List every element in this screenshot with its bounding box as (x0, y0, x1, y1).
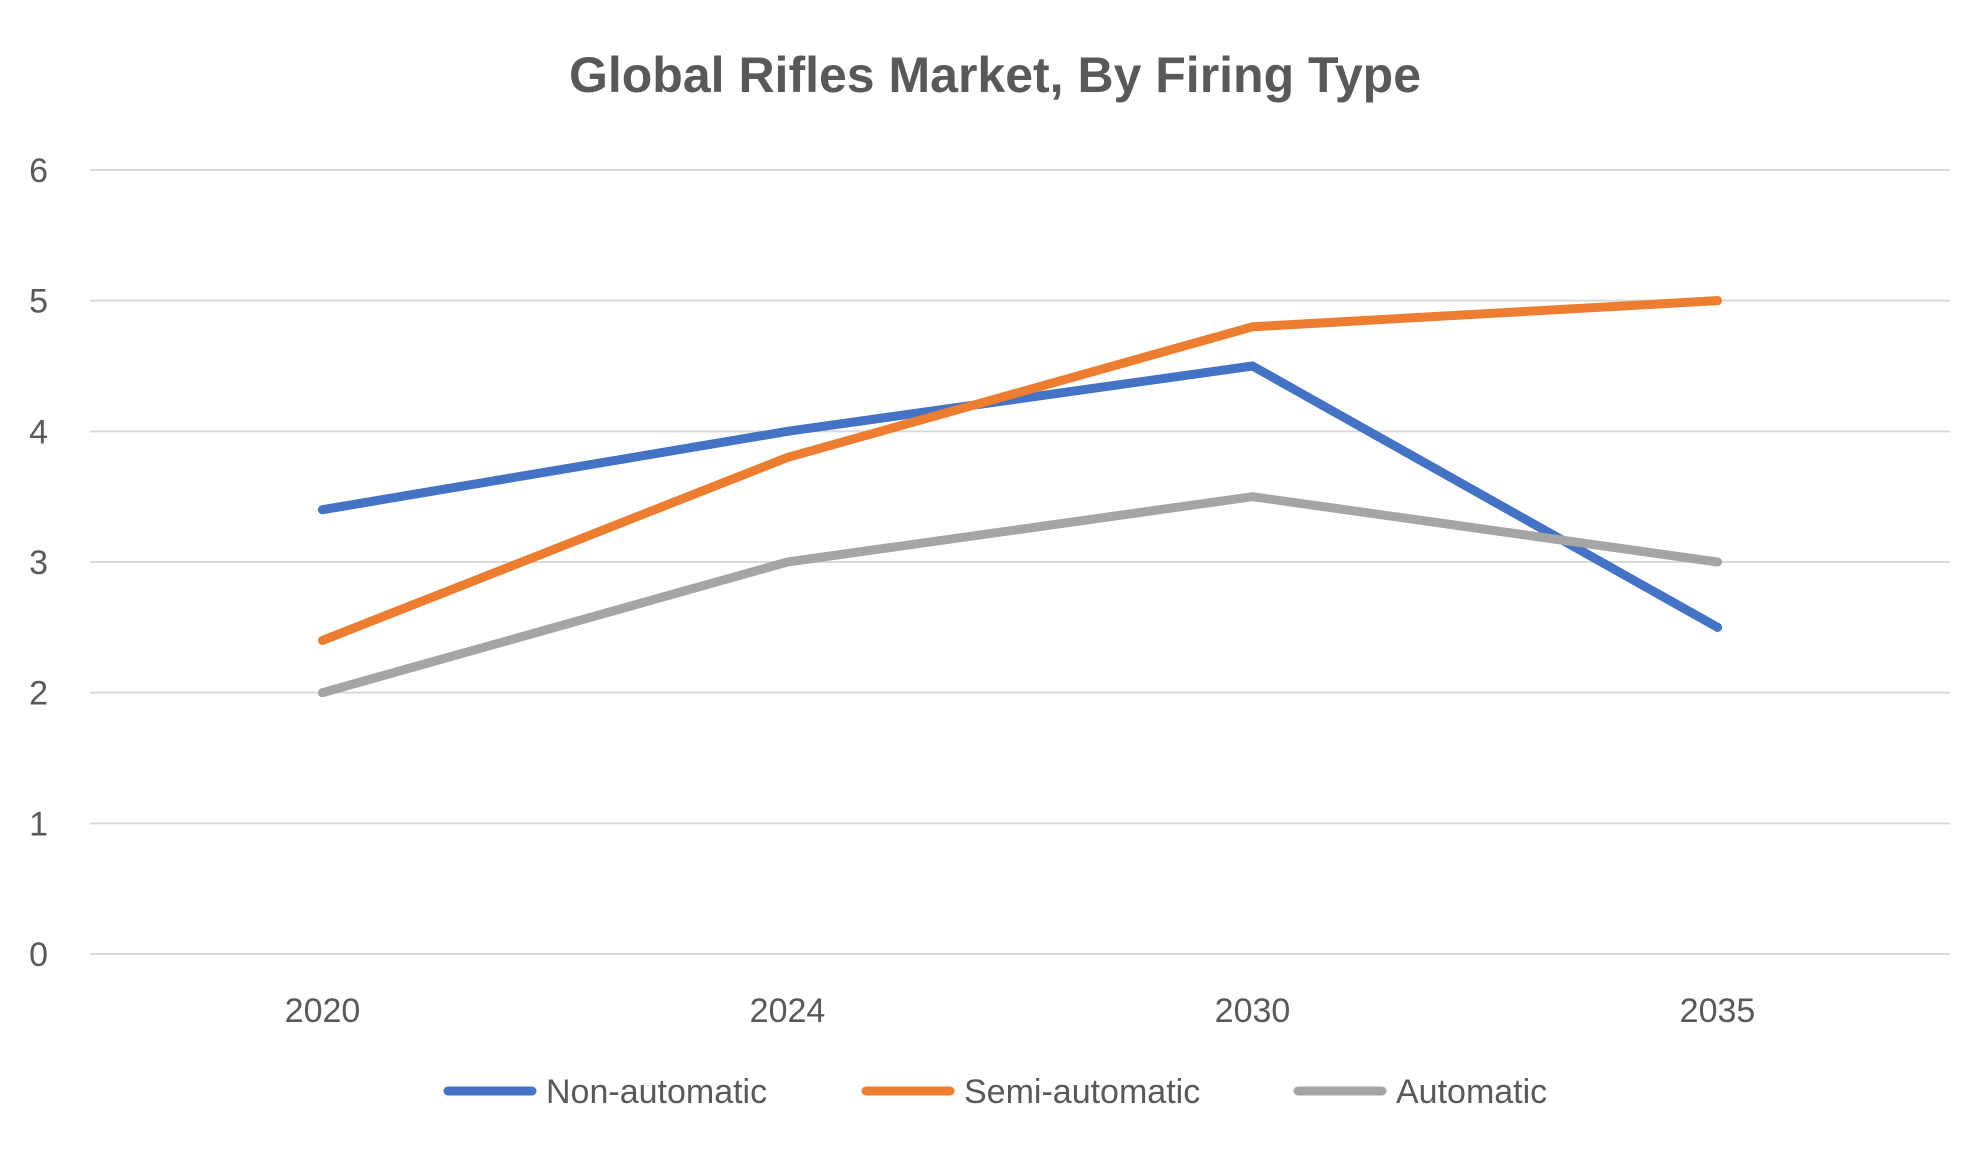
x-tick-label: 2030 (1215, 992, 1291, 1030)
data-point (783, 426, 792, 436)
x-tick-label: 2020 (285, 992, 361, 1030)
legend-label: Semi-automatic (964, 1073, 1200, 1111)
data-point (1248, 492, 1257, 502)
data-point (318, 688, 327, 698)
data-point (318, 635, 327, 645)
y-tick-label: 6 (29, 152, 48, 190)
y-tick-label: 0 (29, 936, 48, 974)
y-tick-label: 4 (29, 413, 48, 451)
y-tick-label: 2 (29, 675, 48, 713)
data-point (783, 452, 792, 462)
chart-title: Global Rifles Market, By Firing Type (569, 47, 1421, 103)
y-tick-label: 3 (29, 544, 48, 582)
legend: Non-automatic Semi-automatic Automatic (443, 1073, 1547, 1111)
y-tick-label: 5 (29, 283, 48, 321)
series-lines (318, 296, 1722, 698)
data-point (1713, 557, 1722, 567)
data-point (1248, 361, 1257, 371)
series-line-automatic (318, 492, 1722, 698)
x-tick-label: 2035 (1680, 992, 1756, 1030)
data-point (1713, 296, 1722, 306)
legend-label: Automatic (1396, 1073, 1547, 1111)
data-point (318, 505, 327, 515)
y-axis-ticks: 0 1 2 3 4 5 6 (29, 152, 48, 974)
data-point (783, 557, 792, 567)
series-line-non-automatic (318, 361, 1722, 632)
data-point (1713, 622, 1722, 632)
x-axis-ticks: 2020 2024 2030 2035 (285, 992, 1756, 1030)
series-line-semi-automatic (318, 296, 1722, 645)
gridlines (90, 169, 1950, 955)
data-point (1248, 322, 1257, 332)
legend-label: Non-automatic (546, 1073, 767, 1111)
y-tick-label: 1 (29, 805, 48, 843)
x-tick-label: 2024 (750, 992, 826, 1030)
